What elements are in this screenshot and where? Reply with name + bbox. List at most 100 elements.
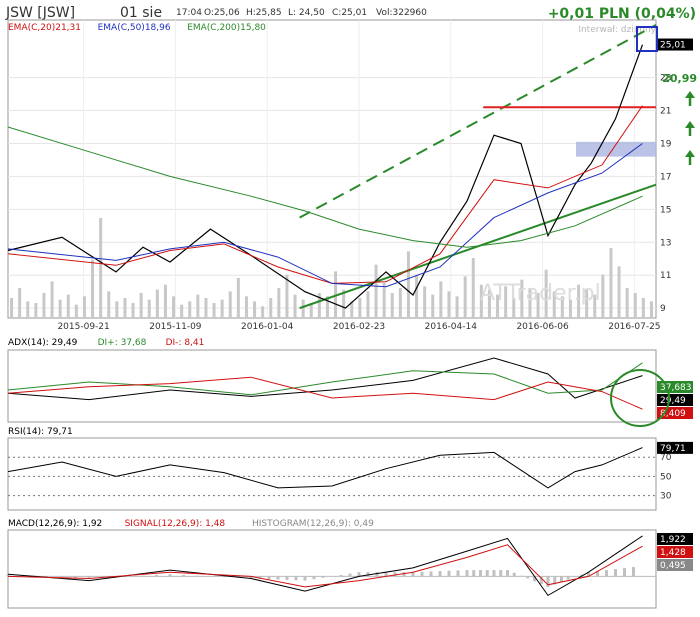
volume-bar xyxy=(471,258,475,318)
macd-histogram-bar xyxy=(465,570,469,577)
macd-histogram-bar xyxy=(573,576,577,578)
adx-legend-0: ADX(14): 29,49 xyxy=(8,338,78,348)
macd-histogram-bar xyxy=(447,570,451,577)
volume-bar xyxy=(431,294,435,318)
volume-bar xyxy=(26,301,30,318)
volume-bar xyxy=(560,296,564,318)
macd-histogram-bar xyxy=(249,576,253,579)
volume-bar xyxy=(617,266,621,318)
macd-histogram-bar xyxy=(155,574,158,577)
volume-bar xyxy=(99,218,103,318)
macd-series xyxy=(7,535,643,597)
macd-histogram-bar xyxy=(6,574,10,577)
price-series-price xyxy=(7,44,644,309)
volume-bar xyxy=(204,298,208,318)
macd-histogram-bar xyxy=(375,572,379,577)
volume-bar xyxy=(82,296,86,318)
adx-panel xyxy=(7,349,657,423)
volume-bar xyxy=(163,284,167,318)
macd-value-tag-1: 1,428 xyxy=(660,548,686,558)
ema-legend-1: EMA(C,50)18,96 xyxy=(98,23,171,33)
rsi-value-tag-label: 79,71 xyxy=(660,444,686,454)
macd-histogram-bar xyxy=(60,576,64,578)
support-zone xyxy=(576,141,656,157)
volume-bar xyxy=(512,298,516,318)
macd-value-tag-bg-1 xyxy=(657,546,693,558)
volume-bar xyxy=(172,296,176,318)
price-y-tick-label: 19 xyxy=(660,139,672,149)
macd-histogram-bar xyxy=(182,574,185,577)
volume-bar xyxy=(625,288,629,318)
macd-histogram-bar xyxy=(258,576,262,579)
open-label: O:25,06 xyxy=(204,8,240,18)
volume-bar xyxy=(91,259,95,318)
volume-bar xyxy=(439,281,443,318)
volume-bar xyxy=(325,296,329,318)
price-x-tick-label: 2015-11-09 xyxy=(149,322,202,332)
macd-histogram-bar xyxy=(402,572,406,577)
ema-legend-0: EMA(C,20)21,31 xyxy=(8,23,81,33)
channel-trend-line xyxy=(299,24,657,219)
macd-histogram-bar xyxy=(596,571,599,577)
volume-bar xyxy=(123,298,127,318)
up-arrow-head-0 xyxy=(685,91,695,98)
volume-bar xyxy=(34,303,38,318)
macd-histogram-bar xyxy=(512,572,516,577)
macd-value-tag-2: 0,495 xyxy=(660,561,686,571)
volume-bar xyxy=(374,264,378,318)
volume-bar xyxy=(455,296,459,318)
volume-bar xyxy=(544,269,548,318)
macd-histogram-bar xyxy=(348,573,352,577)
volume-bar xyxy=(601,274,605,318)
volume-bar xyxy=(277,288,281,318)
macd-histogram-bar xyxy=(267,576,271,580)
macd-legend-2: HISTOGRAM(12,26,9): 0,49 xyxy=(252,519,374,529)
price-y-tick-label: 11 xyxy=(660,271,671,281)
macd-histogram-bar xyxy=(357,572,361,577)
adx-legend-2: DI-: 8,41 xyxy=(166,338,205,348)
macd-histogram-bar xyxy=(366,572,370,577)
volume-bar xyxy=(115,301,119,318)
macd-histogram-bar xyxy=(472,570,476,577)
price-series-ema-c-50- xyxy=(7,143,643,288)
volume-bar xyxy=(463,276,467,318)
change-label: +0,01 PLN (0,04%) xyxy=(548,6,696,22)
price-x-tick-label: 2016-04-14 xyxy=(425,322,478,332)
macd-legend-0: MACD(12,26,9): 1,92 xyxy=(8,519,102,529)
volume-bar xyxy=(42,293,46,318)
volume-bar xyxy=(633,293,637,318)
volume-bar xyxy=(577,284,581,318)
macd-histogram-bar xyxy=(605,570,608,577)
price-panel xyxy=(7,19,657,319)
volume-bar xyxy=(641,298,645,318)
volume-bar xyxy=(568,299,572,318)
volume-bar xyxy=(447,291,451,318)
macd-histogram-bar xyxy=(533,576,536,582)
annotation-layer: 20,99 xyxy=(662,72,697,165)
price-x-tick-label: 2016-06-06 xyxy=(516,322,569,332)
volume-bar xyxy=(609,248,613,318)
macd-histogram-bar xyxy=(195,575,199,577)
volume-bar xyxy=(58,299,62,318)
rsi-series xyxy=(7,447,643,489)
volume-bar xyxy=(504,286,508,318)
macd-histogram-bar xyxy=(303,576,307,581)
last-price-tag-label: 25,01 xyxy=(660,41,686,51)
adx-highlight-circle xyxy=(610,369,670,427)
rsi-value-tag-bg xyxy=(657,441,693,454)
volume-bar xyxy=(382,283,386,318)
low-label: L: 24,50 xyxy=(288,8,325,18)
macd-histogram-bar xyxy=(321,576,325,578)
macd-histogram-bar xyxy=(420,571,424,577)
macd-histogram-bar xyxy=(506,570,509,577)
time-label: 17:04 xyxy=(176,8,202,18)
rsi-y-tick-label: 50 xyxy=(660,472,672,482)
volume-bar xyxy=(585,289,589,318)
close-label: C:25,01 xyxy=(332,8,367,18)
volume-bar xyxy=(18,288,22,318)
volume-bar xyxy=(487,289,491,318)
macd-histogram-bar xyxy=(429,571,433,577)
volume-bar xyxy=(228,291,232,318)
macd-histogram-bar xyxy=(479,570,482,577)
